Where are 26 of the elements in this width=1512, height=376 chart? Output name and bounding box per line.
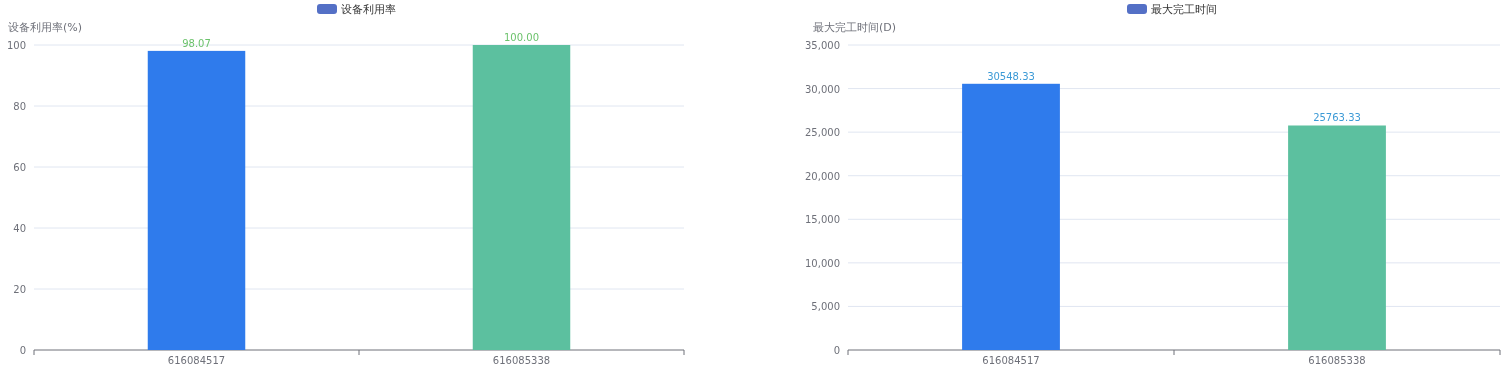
y-tick-label: 35,000 <box>805 40 840 51</box>
text: 最大完工时间 <box>1151 3 1217 16</box>
x-tick-label: 616085338 <box>1308 355 1366 366</box>
y-axis-title: 最大完工时间(D) <box>813 21 897 34</box>
y-axis-title: 设备利用率(%) <box>8 21 83 34</box>
x-tick-label: 616084517 <box>167 355 226 366</box>
y-tick-label: 100 <box>6 40 26 51</box>
y-tick-label: 20 <box>13 284 26 295</box>
x-tick-label: 616084517 <box>982 355 1040 366</box>
y-tick-label: 10,000 <box>805 257 840 269</box>
y-tick-label: 40 <box>13 223 26 234</box>
y-tick-label: 25,000 <box>805 127 840 139</box>
y-tick-label: 20,000 <box>805 170 840 182</box>
y-tick-label: 5,000 <box>811 301 840 313</box>
x-tick-label: 616085338 <box>492 355 551 366</box>
y-tick-label: 80 <box>13 101 26 112</box>
y-tick-label: 30,000 <box>805 83 840 95</box>
text: 设备利用率 <box>341 3 396 16</box>
data-label: 98.07 <box>182 37 211 49</box>
data-label: 100.00 <box>504 32 539 43</box>
data-label: 25763.33 <box>1313 112 1361 124</box>
data-label: 30548.33 <box>987 70 1035 82</box>
y-tick-label: 0 <box>19 345 26 356</box>
y-tick-label: 15,000 <box>805 214 840 226</box>
y-tick-label: 60 <box>13 162 26 173</box>
y-tick-label: 0 <box>833 345 840 356</box>
